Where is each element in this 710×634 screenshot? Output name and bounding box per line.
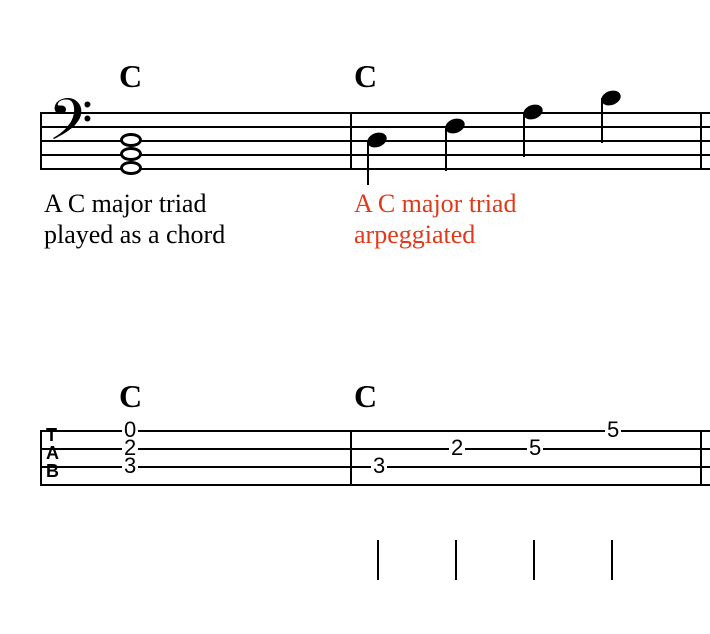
tab-fret-number: 3 [371, 455, 387, 477]
barline [700, 430, 702, 486]
whole-note [120, 161, 142, 175]
annotation-line: played as a chord [44, 219, 225, 250]
annotation-line: arpeggiated [354, 219, 516, 250]
annotation-line: A C major triad [354, 188, 516, 219]
rhythm-stem [533, 540, 535, 580]
tab-fret-number: 5 [527, 437, 543, 459]
note-stem [367, 140, 369, 185]
chord-symbol: C [119, 58, 142, 95]
tab-clef-letter: A [46, 445, 59, 461]
tab-fret-number: 3 [122, 455, 138, 477]
tab-clef-letter: T [46, 427, 57, 443]
tab-fret-number: 5 [605, 419, 621, 441]
tab-fret-number: 2 [449, 437, 465, 459]
barline [350, 112, 352, 170]
note-stem [445, 126, 447, 171]
tab-clef-letter: B [46, 463, 59, 479]
rhythm-stem [377, 540, 379, 580]
rhythm-stem [611, 540, 613, 580]
barline [40, 112, 42, 170]
annotation-line: A C major triad [44, 188, 225, 219]
chord-symbol: C [119, 378, 142, 415]
rhythm-stem [455, 540, 457, 580]
staff-line [40, 126, 710, 128]
barline [700, 112, 702, 170]
chord-symbol: C [354, 378, 377, 415]
note-stem [601, 98, 603, 143]
barline [40, 430, 42, 486]
tab-line [40, 484, 710, 486]
annotation-text: A C major triadplayed as a chord [44, 188, 225, 250]
bass-clef: 𝄢 [48, 94, 93, 164]
chord-symbol: C [354, 58, 377, 95]
music-notation-figure: 𝄢CCA C major triadplayed as a chordA C m… [0, 0, 710, 634]
whole-note [120, 147, 142, 161]
barline [350, 430, 352, 486]
whole-note [120, 133, 142, 147]
staff-line [40, 112, 710, 114]
note-stem [523, 112, 525, 157]
annotation-text: A C major triadarpeggiated [354, 188, 516, 250]
tab-line [40, 448, 710, 450]
